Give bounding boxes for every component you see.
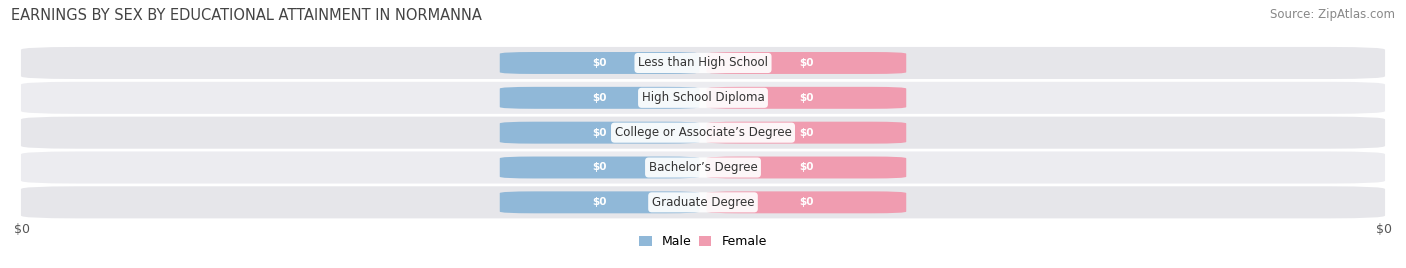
Text: $0: $0 xyxy=(592,162,607,173)
FancyBboxPatch shape xyxy=(706,87,907,109)
Text: $0: $0 xyxy=(799,128,814,138)
FancyBboxPatch shape xyxy=(499,52,700,74)
Text: College or Associate’s Degree: College or Associate’s Degree xyxy=(614,126,792,139)
Text: Graduate Degree: Graduate Degree xyxy=(652,196,754,209)
Text: $0: $0 xyxy=(592,128,607,138)
Legend: Male, Female: Male, Female xyxy=(636,231,770,252)
Text: $0: $0 xyxy=(799,93,814,103)
FancyBboxPatch shape xyxy=(21,47,1385,79)
FancyBboxPatch shape xyxy=(499,157,700,178)
FancyBboxPatch shape xyxy=(706,191,907,213)
FancyBboxPatch shape xyxy=(706,157,907,178)
Text: $0: $0 xyxy=(799,197,814,207)
FancyBboxPatch shape xyxy=(499,191,700,213)
Text: Less than High School: Less than High School xyxy=(638,57,768,69)
FancyBboxPatch shape xyxy=(499,122,700,144)
Text: $0: $0 xyxy=(1376,222,1392,236)
FancyBboxPatch shape xyxy=(21,186,1385,218)
FancyBboxPatch shape xyxy=(706,122,907,144)
Text: $0: $0 xyxy=(799,58,814,68)
Text: $0: $0 xyxy=(14,222,30,236)
Text: Source: ZipAtlas.com: Source: ZipAtlas.com xyxy=(1270,8,1395,21)
FancyBboxPatch shape xyxy=(21,82,1385,114)
Text: High School Diploma: High School Diploma xyxy=(641,91,765,104)
Text: $0: $0 xyxy=(592,197,607,207)
Text: Bachelor’s Degree: Bachelor’s Degree xyxy=(648,161,758,174)
Text: $0: $0 xyxy=(799,162,814,173)
FancyBboxPatch shape xyxy=(21,117,1385,149)
Text: EARNINGS BY SEX BY EDUCATIONAL ATTAINMENT IN NORMANNA: EARNINGS BY SEX BY EDUCATIONAL ATTAINMEN… xyxy=(11,8,482,23)
Text: $0: $0 xyxy=(592,93,607,103)
FancyBboxPatch shape xyxy=(706,52,907,74)
FancyBboxPatch shape xyxy=(21,151,1385,184)
Text: $0: $0 xyxy=(592,58,607,68)
FancyBboxPatch shape xyxy=(499,87,700,109)
